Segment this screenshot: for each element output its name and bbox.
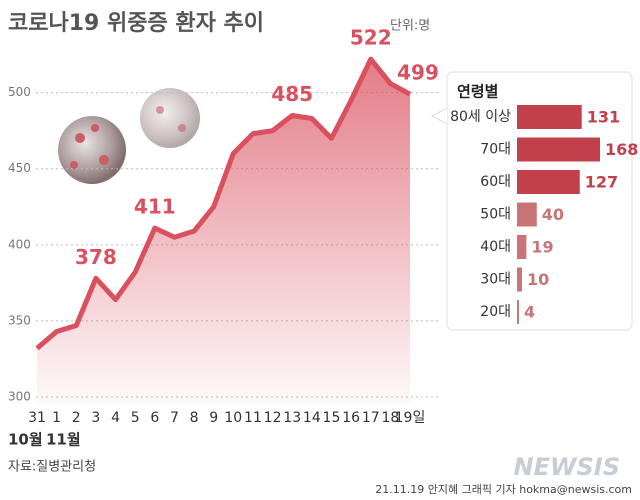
source: 자료:질병관리청	[8, 460, 96, 475]
x-tick-label: 5	[131, 410, 140, 426]
area	[37, 59, 410, 405]
x-tick-label: 13	[283, 410, 301, 426]
y-tick-label: 60대	[480, 174, 511, 190]
data-label: 10	[527, 270, 549, 289]
data-label: 485	[271, 82, 313, 106]
x-tick-label: 9	[209, 410, 218, 426]
data-label: 378	[75, 245, 117, 269]
x-tick-label: 4	[111, 410, 120, 426]
line	[35, 56, 412, 351]
data-label: 411	[134, 195, 176, 219]
x-tick-label: 12	[264, 410, 282, 426]
x-tick-label: 1	[52, 410, 61, 426]
x-tick-label: 31	[28, 410, 46, 426]
data-label: 131	[587, 108, 620, 127]
x-tick-label: 16	[342, 410, 360, 426]
data-label: 19	[531, 238, 553, 257]
bar	[517, 267, 522, 292]
data-label: 127	[585, 173, 618, 192]
x-tick-label: 2	[72, 410, 81, 426]
credit: 21.11.19 안지혜 그래픽 기자 hokma@newsis.com	[375, 483, 632, 496]
virus-illustration	[58, 88, 200, 184]
bar	[517, 300, 519, 324]
bar	[517, 137, 600, 162]
x-tick-label: 19일	[395, 410, 426, 426]
bar	[517, 170, 580, 194]
chart-title: 코로나19 위중증 환자 추이	[8, 11, 264, 36]
y-tick-label: 80세 이상	[450, 109, 511, 125]
x-tick-label: 10	[224, 410, 242, 426]
data-label: 168	[605, 140, 638, 159]
x-group-label: 11월	[46, 431, 81, 449]
inset-title: 연령별	[457, 83, 498, 101]
data-label: 4	[524, 303, 535, 322]
y-tick-label: 40대	[480, 239, 511, 255]
bar	[517, 105, 582, 129]
bar	[517, 235, 527, 259]
x-tick-label: 7	[170, 410, 179, 426]
y-tick-label: 450	[8, 161, 31, 175]
x-tick-label: 6	[150, 410, 159, 426]
y-tick-label: 30대	[480, 272, 511, 288]
x-tick-label: 11	[244, 410, 262, 426]
data-label: 40	[542, 205, 564, 224]
y-tick-label: 400	[8, 237, 31, 251]
y-tick-label: 70대	[480, 142, 511, 158]
y-tick-label: 300	[8, 390, 31, 404]
y-tick-label: 350	[8, 313, 31, 327]
x-tick-label: 8	[190, 410, 199, 426]
y-tick-label: 500	[8, 85, 31, 99]
x-tick-label: 18	[381, 410, 399, 426]
inset-panel	[430, 71, 633, 331]
data-label: 499	[397, 61, 439, 85]
unit-label: 단위:명	[390, 19, 430, 34]
x-tick-label: 3	[91, 410, 100, 426]
data-label: 522	[350, 26, 392, 50]
x-group-label: 10월	[8, 431, 43, 449]
watermark: NEWSIS	[514, 453, 620, 481]
x-tick-label: 17	[362, 410, 380, 426]
bar	[517, 202, 537, 227]
x-tick-label: 15	[323, 410, 341, 426]
y-tick-label: 50대	[480, 207, 511, 223]
y-tick-label: 20대	[480, 304, 511, 320]
x-tick-label: 14	[303, 410, 321, 426]
